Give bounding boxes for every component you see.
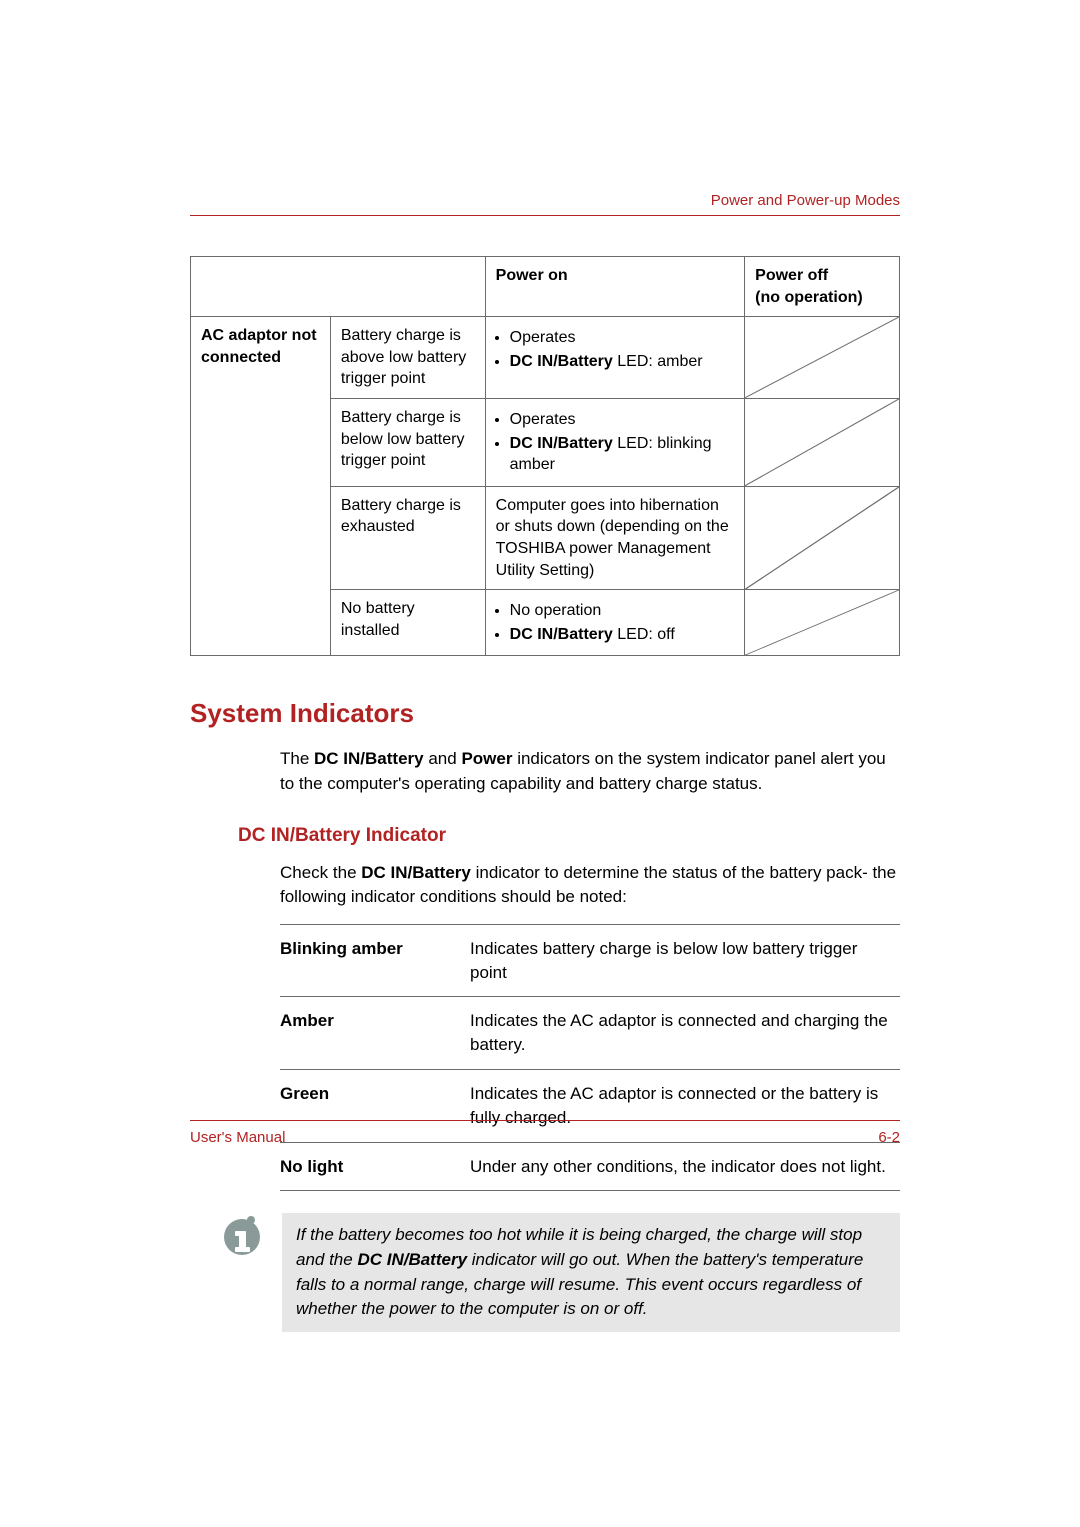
power-off-line2: (no operation)	[755, 289, 863, 306]
state-cell: No battery installed	[330, 590, 485, 656]
header-rule: Power and Power-up Modes	[190, 192, 900, 216]
bullet-bold: DC IN/Battery	[510, 353, 613, 370]
table-row: AC adaptor not connected Battery charge …	[191, 317, 900, 399]
state-cell: Battery charge is below low battery trig…	[330, 398, 485, 486]
intro-text: and	[424, 749, 462, 768]
bullet-text: LED: amber	[613, 353, 703, 370]
state-cell: Battery charge is exhausted	[330, 486, 485, 589]
power-on-cell: Computer goes into hibernation or shuts …	[485, 486, 745, 589]
bullet-text: LED: off	[613, 626, 675, 643]
footer-left: User's Manual	[190, 1129, 285, 1146]
bullet-bold: DC IN/Battery	[510, 435, 613, 452]
subintro-text: Check the	[280, 863, 361, 882]
indicator-val: Under any other conditions, the indicato…	[470, 1142, 900, 1191]
page-footer: User's Manual 6-2	[190, 1120, 900, 1146]
footer-right: 6-2	[878, 1129, 900, 1146]
section-title: System Indicators	[190, 698, 900, 729]
info-icon	[220, 1213, 264, 1257]
indicator-val: Indicates the AC adaptor is connected an…	[470, 997, 900, 1070]
intro-bold: DC IN/Battery	[314, 749, 424, 768]
table-header-power-off: Power off (no operation)	[745, 257, 900, 317]
row-header-ac-not-connected: AC adaptor not connected	[191, 317, 331, 656]
not-applicable-cell	[745, 398, 900, 486]
header-section-label: Power and Power-up Modes	[190, 192, 900, 209]
subintro-bold: DC IN/Battery	[361, 863, 471, 882]
power-off-line1: Power off	[755, 267, 828, 284]
power-on-cell: No operation DC IN/Battery LED: off	[485, 590, 745, 656]
section-intro: The DC IN/Battery and Power indicators o…	[280, 747, 900, 796]
power-conditions-table: Power on Power off (no operation) AC ada…	[190, 256, 900, 656]
indicator-key: Amber	[280, 997, 470, 1070]
subsection-intro: Check the DC IN/Battery indicator to det…	[280, 861, 900, 910]
indicator-row: No light Under any other conditions, the…	[280, 1142, 900, 1191]
power-on-cell: Operates DC IN/Battery LED: amber	[485, 317, 745, 399]
note-callout: If the battery becomes too hot while it …	[220, 1213, 900, 1332]
power-on-cell: Operates DC IN/Battery LED: blinking amb…	[485, 398, 745, 486]
indicator-row: Amber Indicates the AC adaptor is connec…	[280, 997, 900, 1070]
indicator-key: No light	[280, 1142, 470, 1191]
bullet-text: Operates	[510, 411, 576, 428]
state-cell: Battery charge is above low battery trig…	[330, 317, 485, 399]
indicator-row: Blinking amber Indicates battery charge …	[280, 924, 900, 997]
subsection-title: DC IN/Battery Indicator	[238, 825, 900, 847]
page-content: Power and Power-up Modes Power on Power …	[190, 192, 900, 1332]
note-text: If the battery becomes too hot while it …	[282, 1213, 900, 1332]
not-applicable-cell	[745, 317, 900, 399]
indicator-val: Indicates battery charge is below low ba…	[470, 924, 900, 997]
intro-bold: Power	[461, 749, 512, 768]
not-applicable-cell	[745, 486, 900, 589]
intro-text: The	[280, 749, 314, 768]
table-header-power-on: Power on	[485, 257, 745, 317]
note-bold: DC IN/Battery	[357, 1250, 467, 1269]
table-header-blank	[191, 257, 486, 317]
indicator-key: Blinking amber	[280, 924, 470, 997]
not-applicable-cell	[745, 590, 900, 656]
row-header-line2: connected	[201, 349, 281, 366]
bullet-text: No operation	[510, 602, 602, 619]
indicator-table: Blinking amber Indicates battery charge …	[280, 924, 900, 1192]
row-header-line1: AC adaptor not	[201, 327, 317, 344]
bullet-text: Operates	[510, 329, 576, 346]
bullet-bold: DC IN/Battery	[510, 626, 613, 643]
